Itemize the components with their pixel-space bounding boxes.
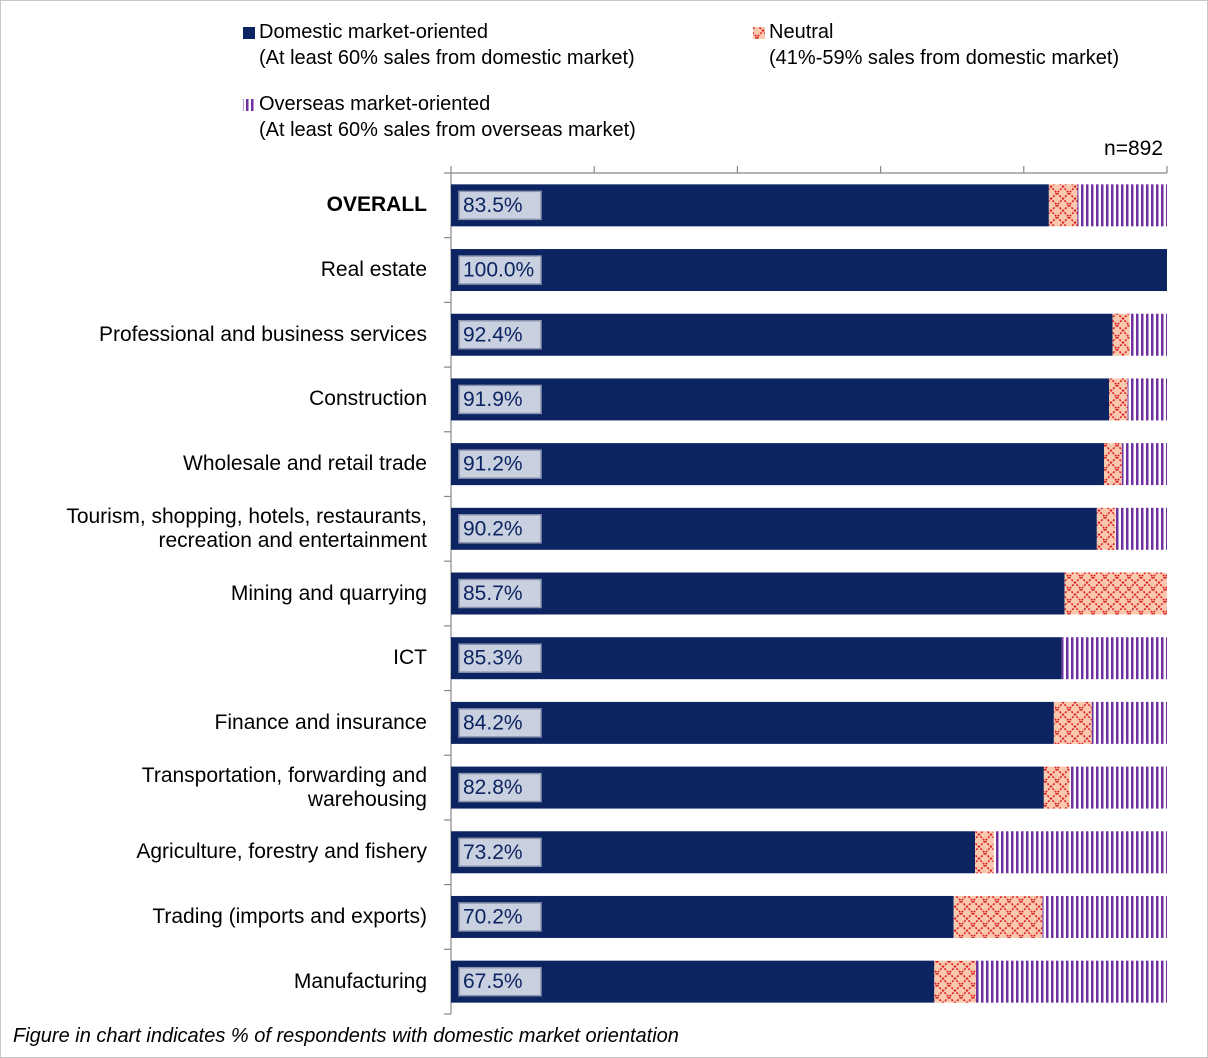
bar-segment <box>451 766 1044 809</box>
bar-segment <box>1109 378 1128 421</box>
category-label: ICT <box>393 646 427 670</box>
bar-segment <box>1121 443 1167 486</box>
value-label-box <box>458 384 542 415</box>
legend-swatch <box>243 99 255 111</box>
value-label-box <box>458 837 542 868</box>
bar-segment <box>1112 313 1130 356</box>
value-label: 91.9% <box>463 388 523 411</box>
legend-label: Overseas market-oriented <box>259 93 491 115</box>
bar-segment <box>975 960 1167 1003</box>
value-label-box <box>458 578 542 609</box>
category-label: Wholesale and retail trade <box>183 452 427 476</box>
bar-segment <box>1043 766 1070 809</box>
category-label: Real estate <box>320 258 427 282</box>
bar-segment <box>1064 572 1167 615</box>
value-label-box <box>458 643 542 673</box>
bar-segment <box>451 313 1113 356</box>
bar-segment <box>1042 895 1167 938</box>
value-label-box <box>458 255 542 285</box>
bar-segment <box>451 637 1062 680</box>
value-label-box <box>458 902 542 932</box>
bar-segment <box>1069 766 1167 809</box>
bar-segment <box>1061 637 1167 680</box>
bar-segment <box>993 831 1167 874</box>
value-label: 73.2% <box>463 841 523 864</box>
value-label: 83.5% <box>463 194 523 217</box>
value-label: 92.4% <box>463 323 523 346</box>
footnote: Figure in chart indicates % of responden… <box>13 1025 679 1047</box>
bar-segment <box>1091 701 1167 744</box>
legend-label: Domestic market-oriented <box>259 21 488 43</box>
category-label: OVERALL <box>326 193 427 217</box>
bar-segment <box>1103 443 1122 486</box>
category-label: Professional and business services <box>98 322 427 346</box>
legend-subtitle: (At least 60% sales from overseas market… <box>259 119 636 141</box>
bar-segment <box>1115 507 1167 550</box>
value-label-box <box>458 449 542 479</box>
bar-segment <box>934 960 976 1003</box>
value-label-box <box>458 319 542 350</box>
bar-segment <box>1127 378 1167 421</box>
legend-subtitle: (At least 60% sales from domestic market… <box>259 47 635 69</box>
value-label: 70.2% <box>463 906 523 929</box>
value-label: 67.5% <box>463 970 523 993</box>
category-label: Trading (imports and exports) <box>152 904 427 928</box>
bar-segment <box>451 184 1049 227</box>
category-label: Mining and quarrying <box>230 581 427 605</box>
bar-segment <box>1077 184 1167 227</box>
bar-segment <box>451 507 1097 550</box>
category-label: Finance and insurance <box>214 710 427 734</box>
category-label: Manufacturing <box>293 969 427 993</box>
value-label: 100.0% <box>463 259 534 282</box>
value-label: 82.8% <box>463 776 523 799</box>
value-label: 90.2% <box>463 517 523 540</box>
legend-subtitle: (41%-59% sales from domestic market) <box>769 47 1120 69</box>
value-label-box <box>458 514 542 544</box>
bar-segment <box>451 249 1167 292</box>
value-label-box <box>458 708 542 738</box>
bar-segment <box>451 572 1065 615</box>
category-label: Tourism, shopping, hotels, restaurants, … <box>66 504 427 552</box>
category-label: Transportation, forwarding and warehousi… <box>141 763 427 811</box>
bar-segment <box>1053 701 1092 744</box>
bar-segment <box>1096 507 1116 550</box>
value-label: 84.2% <box>463 711 523 734</box>
value-label: 85.7% <box>463 582 523 605</box>
legend-swatch <box>753 27 765 39</box>
bar-segment <box>975 831 994 874</box>
bar-segment <box>451 378 1110 421</box>
value-label: 91.2% <box>463 453 523 476</box>
value-label-box <box>458 190 542 221</box>
sample-size: n=892 <box>1104 137 1163 160</box>
legend-swatch <box>243 27 255 39</box>
bar-segment <box>953 895 1043 938</box>
category-label: Agriculture, forestry and fishery <box>136 840 427 864</box>
bar-segment <box>1048 184 1078 227</box>
value-label-box <box>458 772 542 803</box>
legend-label: Neutral <box>769 21 834 43</box>
bar-segment <box>1129 313 1167 356</box>
value-label-box <box>458 966 542 997</box>
bar-segment <box>451 443 1104 486</box>
category-label: Construction <box>309 387 427 411</box>
value-label: 85.3% <box>463 647 523 670</box>
bar-segment <box>451 701 1054 744</box>
